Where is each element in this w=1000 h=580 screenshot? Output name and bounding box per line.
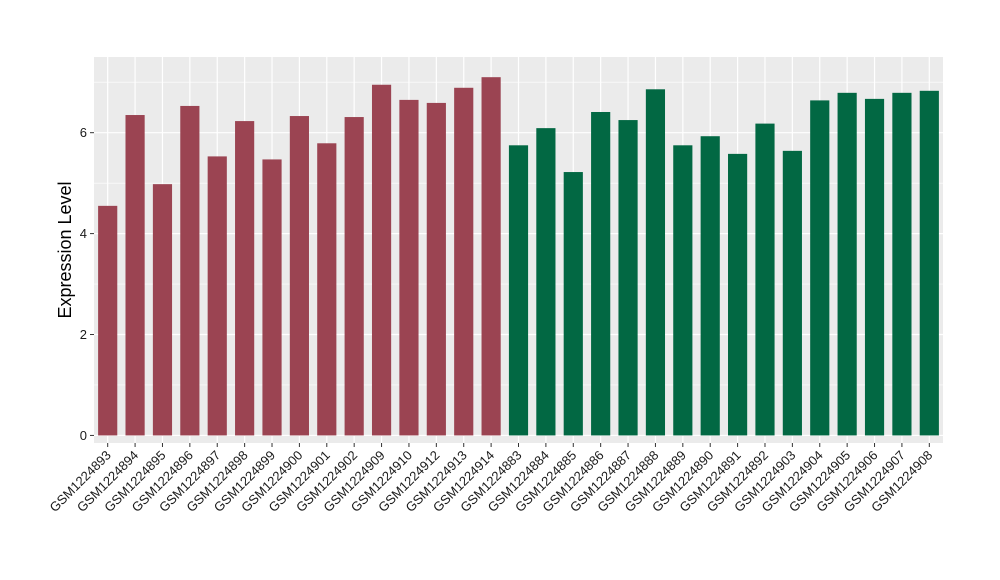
bars <box>98 77 939 436</box>
bar-GSM1224898 <box>235 121 255 436</box>
bar-GSM1224906 <box>864 98 885 436</box>
bar-GSM1224894 <box>125 115 145 436</box>
bar-GSM1224888 <box>645 89 666 436</box>
bar-GSM1224884 <box>536 128 556 436</box>
bar-GSM1224902 <box>344 117 364 436</box>
bar-GSM1224885 <box>563 172 583 436</box>
bar-GSM1224904 <box>810 100 830 436</box>
bar-GSM1224897 <box>207 156 227 436</box>
bar-GSM1224900 <box>289 116 309 436</box>
bar-GSM1224914 <box>481 77 501 436</box>
bar-GSM1224910 <box>399 99 419 436</box>
bar-GSM1224896 <box>180 105 200 436</box>
y-tick-label: 0 <box>80 428 87 443</box>
y-tick-label: 6 <box>80 125 87 140</box>
bar-GSM1224903 <box>782 150 802 436</box>
bar-GSM1224889 <box>673 145 693 436</box>
y-tick-label: 2 <box>80 327 87 342</box>
bar-GSM1224895 <box>152 184 173 436</box>
bar-GSM1224883 <box>508 145 529 436</box>
y-axis-label: Expression Level <box>55 181 75 318</box>
y-tick-label: 4 <box>80 226 87 241</box>
x-axis: GSM1224893GSM1224894GSM1224895GSM1224896… <box>46 443 935 515</box>
bar-GSM1224887 <box>618 120 638 436</box>
bar-GSM1224891 <box>728 153 748 436</box>
bar-GSM1224893 <box>98 205 118 436</box>
bar-GSM1224892 <box>755 123 775 436</box>
bar-GSM1224907 <box>892 92 912 436</box>
bar-GSM1224899 <box>262 159 282 436</box>
bar-GSM1224908 <box>919 90 939 436</box>
bar-GSM1224901 <box>317 143 337 436</box>
bar-GSM1224912 <box>426 102 446 436</box>
bar-GSM1224905 <box>837 92 857 436</box>
bar-GSM1224909 <box>371 84 392 436</box>
bar-GSM1224886 <box>591 111 611 436</box>
y-axis: 0 2 4 6 <box>80 125 94 443</box>
bar-GSM1224890 <box>700 136 720 436</box>
bar-GSM1224913 <box>454 87 474 436</box>
